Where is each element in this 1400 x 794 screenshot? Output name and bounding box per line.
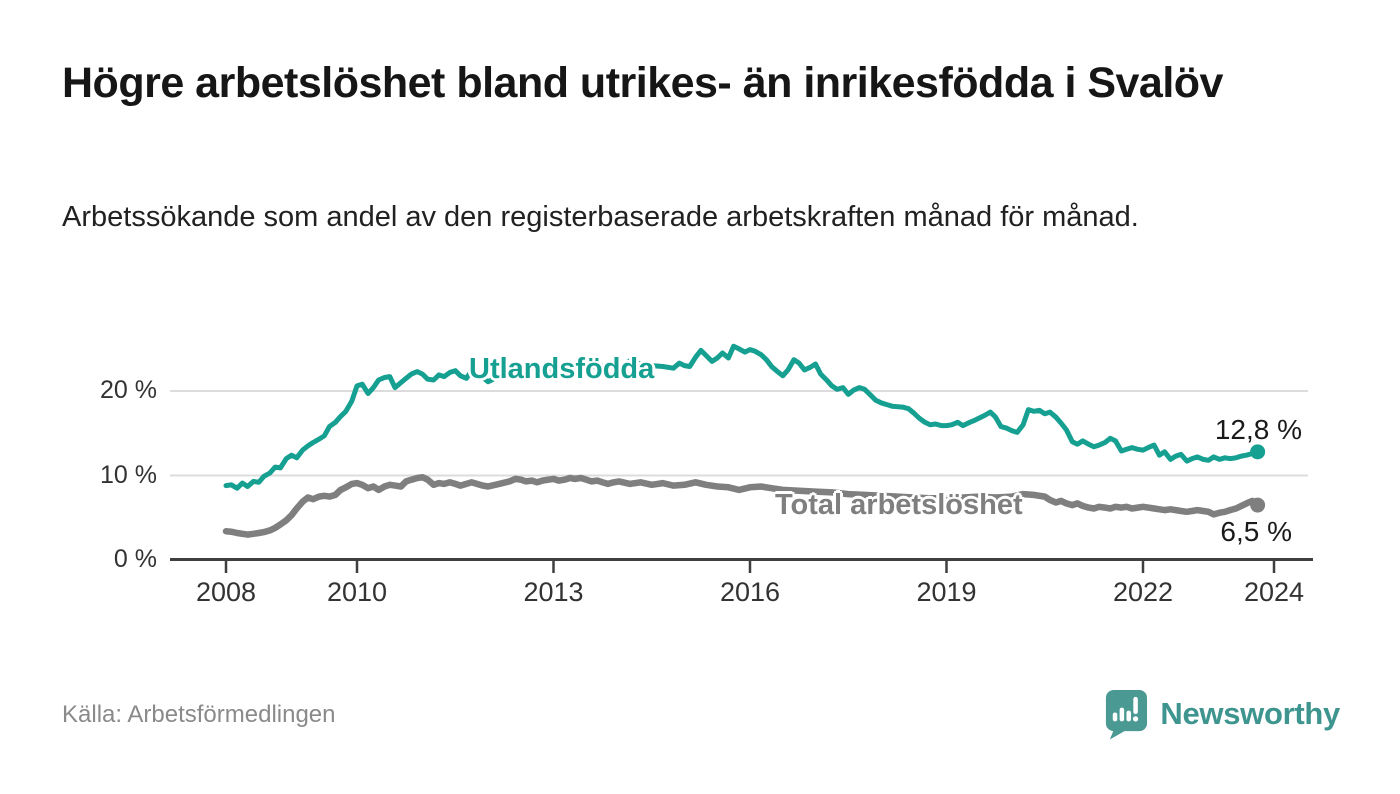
y-tick-label-10: 10 % <box>100 460 157 489</box>
series-end-dot <box>1250 444 1266 460</box>
source-text: Källa: Arbetsförmedlingen <box>62 701 336 728</box>
x-tick-label-2010: 2010 <box>326 577 388 607</box>
series-label-utlandsfodda: Utlandsfödda <box>469 353 655 385</box>
series-line-total <box>222 473 1261 538</box>
x-tick-label-2024: 2024 <box>1243 577 1305 607</box>
page-title: Högre arbetslöshet bland utrikes- än inr… <box>62 59 1223 107</box>
y-tick-label-20: 20 % <box>100 376 157 404</box>
x-tick-label-2016: 2016 <box>719 577 781 607</box>
newsworthy-logo-icon <box>1106 690 1148 740</box>
y-tick-label-0: 0 % <box>113 545 157 573</box>
x-tick-label-2019: 2019 <box>916 577 977 607</box>
newsworthy-brand: Newsworthy <box>1102 688 1340 740</box>
x-tick-label-2013: 2013 <box>523 577 584 607</box>
series-end-dot <box>1250 497 1266 513</box>
newsworthy-wordmark: Newsworthy <box>1160 696 1340 731</box>
end-value-label-utlandsfodda: 12,8 % <box>1214 414 1302 445</box>
page-subtitle: Arbetssökande som andel av den registerb… <box>62 201 1139 233</box>
series-label-total-arbetsloshet: Total arbetslöshet <box>775 489 1023 521</box>
series-line-utlandsfodda <box>223 343 1261 491</box>
x-tick-label-2008: 2008 <box>195 577 257 607</box>
x-tick-label-2022: 2022 <box>1112 577 1174 607</box>
end-value-label-total: 6,5 % <box>1220 516 1292 547</box>
